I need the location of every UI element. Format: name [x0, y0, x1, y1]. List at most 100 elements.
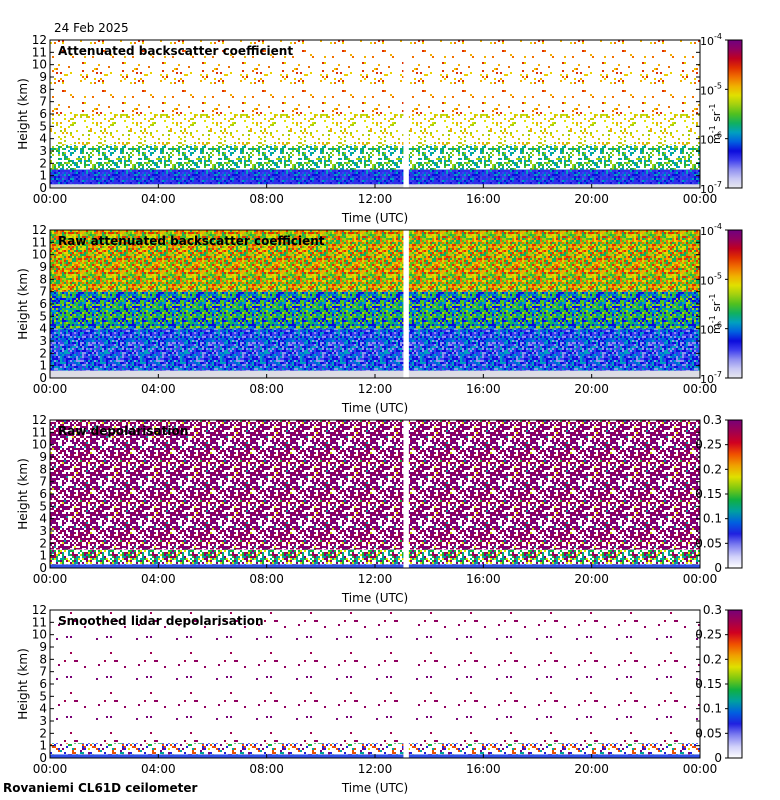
unit-sr-exp: -1 [708, 104, 717, 112]
colorbar-tick-label: 0.2 [703, 462, 722, 476]
y-tick-label: 4 [39, 322, 47, 336]
tick-base: 10 [700, 84, 714, 97]
x-tick-label: 16:00 [466, 192, 501, 206]
colorbar [727, 229, 743, 379]
y-tick-label: 0 [39, 371, 47, 385]
x-tick-label: 00:00 [683, 762, 718, 776]
y-tick-label: 6 [39, 487, 47, 501]
colorbar-tick-label: 0.25 [695, 628, 722, 642]
y-tick-label: 5 [39, 309, 47, 323]
unit-sr-exp: -1 [708, 294, 717, 302]
tick-base: 10 [700, 134, 714, 147]
colorbar-tick-label: 10-7 [700, 370, 722, 386]
y-tick-label: 3 [39, 144, 47, 158]
y-tick-label: 2 [39, 536, 47, 550]
y-tick-label: 5 [39, 499, 47, 513]
y-tick-label: 10 [32, 628, 47, 642]
x-axis-label: Time (UTC) [341, 401, 408, 415]
y-tick-label: 8 [39, 462, 47, 476]
colorbar-tick-label: 0.25 [695, 438, 722, 452]
x-tick-label: 08:00 [249, 572, 284, 586]
data-gap [403, 610, 409, 758]
y-tick-label: 3 [39, 524, 47, 538]
x-tick-label: 04:00 [141, 572, 176, 586]
x-tick-label: 08:00 [249, 762, 284, 776]
data-field-band [50, 420, 700, 550]
panel-title: Raw attenuated backscatter coefficient [58, 234, 325, 248]
x-tick-label: 12:00 [358, 572, 393, 586]
x-tick-label: 04:00 [141, 762, 176, 776]
data-field-band [50, 40, 700, 114]
y-tick-label: 8 [39, 652, 47, 666]
y-tick-label: 6 [39, 107, 47, 121]
tick-exponent: -5 [714, 271, 722, 280]
y-tick-label: 1 [39, 739, 47, 753]
colorbar-tick-label: 10-4 [700, 32, 722, 48]
unit-sr: sr [710, 301, 723, 312]
colorbar-tick-label: 0.15 [695, 487, 722, 501]
y-axis-label: Height (km) [16, 648, 30, 719]
y-tick-label: 0 [39, 561, 47, 575]
x-tick-label: 00:00 [683, 192, 718, 206]
data-field-band [50, 549, 700, 565]
station-label: Rovaniemi CL61D ceilometer [3, 781, 198, 795]
x-tick-label: 20:00 [574, 762, 609, 776]
y-tick-label: 11 [32, 235, 47, 249]
colorbar-unit: m-1 sr-1 [708, 104, 723, 144]
y-tick-label: 12 [32, 223, 47, 237]
colorbar-tick-label: 0.05 [695, 536, 722, 550]
panel-title: Attenuated backscatter coefficient [58, 44, 293, 58]
colorbar [727, 39, 743, 189]
colorbar-tick-label: 10-7 [700, 180, 722, 196]
x-axis-label: Time (UTC) [341, 781, 408, 795]
y-tick-label: 7 [39, 285, 47, 299]
unit-sr: sr [710, 111, 723, 122]
tick-exponent: -7 [714, 180, 722, 189]
colorbar-tick-label: 10-6 [700, 321, 722, 337]
y-tick-label: 10 [32, 438, 47, 452]
data-gap [403, 230, 409, 378]
data-field-band [50, 144, 700, 170]
x-tick-label: 00:00 [33, 192, 68, 206]
y-tick-label: 3 [39, 334, 47, 348]
y-axis-label: Height (km) [16, 268, 30, 339]
data-field-band [50, 610, 700, 744]
y-tick-label: 7 [39, 95, 47, 109]
y-tick-label: 10 [32, 58, 47, 72]
unit-m-exp: -1 [708, 315, 717, 323]
colorbar-tick-label: 10-4 [700, 222, 722, 238]
date-label: 24 Feb 2025 [54, 21, 129, 35]
y-tick-label: 9 [39, 450, 47, 464]
x-tick-label: 00:00 [683, 382, 718, 396]
colorbar-tick-label: 0.3 [703, 413, 722, 427]
tick-exponent: -5 [714, 81, 722, 90]
y-tick-label: 11 [32, 615, 47, 629]
colorbar-tick-label: 10-5 [700, 81, 722, 97]
x-tick-label: 12:00 [358, 762, 393, 776]
y-tick-label: 0 [39, 751, 47, 765]
x-tick-label: 04:00 [141, 382, 176, 396]
colorbar-tick-label: 0.15 [695, 677, 722, 691]
x-tick-label: 00:00 [33, 382, 68, 396]
tick-base: 10 [700, 324, 714, 337]
data-field-band [50, 114, 700, 145]
tick-base: 10 [700, 225, 714, 238]
y-tick-label: 5 [39, 689, 47, 703]
colorbar-tick-label: 0 [714, 561, 722, 575]
colorbar [727, 419, 743, 569]
y-tick-label: 6 [39, 677, 47, 691]
x-tick-label: 08:00 [249, 382, 284, 396]
x-tick-label: 16:00 [466, 762, 501, 776]
y-tick-label: 9 [39, 260, 47, 274]
y-tick-label: 11 [32, 425, 47, 439]
y-tick-label: 3 [39, 714, 47, 728]
tick-exponent: -6 [714, 131, 722, 140]
x-tick-label: 08:00 [249, 192, 284, 206]
y-tick-label: 8 [39, 82, 47, 96]
y-tick-label: 10 [32, 248, 47, 262]
data-field-band [50, 169, 700, 185]
data-gap [403, 40, 409, 188]
